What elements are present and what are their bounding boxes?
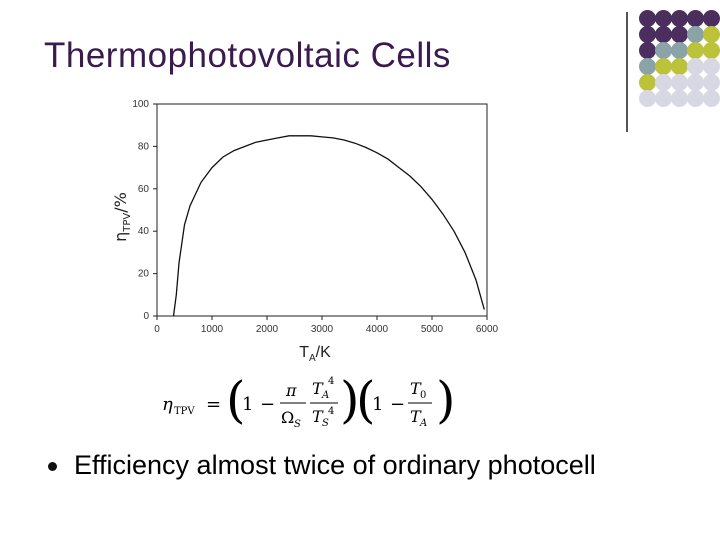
decorative-dot (703, 10, 720, 27)
formula-one-2: 1 (372, 394, 383, 415)
formula-ta: T (312, 379, 324, 398)
decorative-dot (703, 74, 720, 91)
y-tick-label: 80 (138, 141, 150, 152)
decorative-dot (655, 90, 672, 107)
decorative-dot (639, 58, 656, 75)
x-axis-label-sub: A (309, 353, 316, 362)
bullet-text: Efficiency almost twice of ordinary phot… (74, 450, 596, 480)
formula-ts: T (312, 407, 324, 426)
formula-omega-sub: S (294, 419, 301, 430)
formula-ts-sub: S (322, 418, 329, 429)
formula-eta-sub: TPV (174, 406, 195, 417)
efficiency-chart: 0 1000 2000 3000 4000 5000 6000 0 20 40 60 80 100 TA… (111, 99, 499, 362)
decorative-dot (687, 90, 704, 107)
decorative-dot (687, 74, 704, 91)
bullet-icon (48, 462, 57, 471)
formula-ta-sub: A (321, 390, 329, 401)
formula-paren-close-1: ) (340, 371, 360, 429)
formula-equals: = (206, 394, 221, 415)
decorative-dot (703, 90, 720, 107)
formula-paren-open-1: ( (226, 371, 246, 429)
decorative-dot (671, 42, 688, 59)
decorative-dot (703, 58, 720, 75)
plot-frame (156, 103, 488, 317)
decorative-dot (687, 58, 704, 75)
decorative-dot (671, 58, 688, 75)
decorative-dot (655, 26, 672, 43)
decorative-dot (639, 10, 656, 27)
x-axis-label-unit: /K (316, 344, 331, 361)
efficiency-formula: η TPV = ( 1 − π Ω S T A 4 T S 4 ) ( 1 − … (162, 371, 456, 430)
x-tick-label: 4000 (366, 324, 389, 335)
plot-area: 0 1000 2000 3000 4000 5000 6000 0 20 40 60 80 100 (132, 99, 498, 335)
formula-paren-open-2: ( (356, 371, 376, 429)
x-tick-label: 6000 (476, 324, 499, 335)
x-tick-label: 1000 (201, 324, 224, 335)
formula-omega: Ω (281, 408, 294, 427)
y-tick-label: 0 (143, 311, 149, 322)
formula-pi: π (285, 381, 297, 400)
decorative-dot (639, 26, 656, 43)
formula-ta2: T (410, 407, 422, 426)
y-axis-label-main: η (111, 232, 130, 242)
x-tick-label: 3000 (311, 324, 334, 335)
y-axis-label-sub: TPV (122, 213, 133, 233)
decorative-dot (639, 74, 656, 91)
decorative-dot (655, 10, 672, 27)
formula-one-1: 1 (242, 394, 253, 415)
formula-paren-close-2: ) (436, 371, 456, 429)
decorative-dot (671, 90, 688, 107)
decorative-dot (671, 10, 688, 27)
formula-t0: T (410, 379, 422, 398)
x-tick-label: 5000 (421, 324, 444, 335)
decorative-dot (639, 90, 656, 107)
decorative-dot (687, 10, 704, 27)
decorative-dot (703, 26, 720, 43)
formula-ta2-sub: A (419, 418, 427, 429)
decorative-dot (655, 42, 672, 59)
slide-title: Thermophotovoltaic Cells (44, 36, 451, 75)
formula-minus-2: − (390, 394, 405, 415)
x-tick-label: 0 (154, 324, 160, 335)
y-tick-label: 60 (138, 184, 150, 195)
formula-eta: η (162, 394, 173, 415)
y-tick-label: 20 (138, 269, 150, 280)
y-tick-label: 40 (138, 226, 150, 237)
efficiency-curve (172, 135, 485, 317)
formula-t0-sub: 0 (420, 390, 426, 401)
y-axis-label: ηTPV/% (111, 192, 133, 242)
decorative-dot (687, 42, 704, 59)
decorative-dot (671, 26, 688, 43)
svg-text:ηTPV/%: ηTPV/% (111, 192, 133, 242)
divider-line (626, 12, 628, 132)
decorative-dot (671, 74, 688, 91)
decorative-dot (639, 42, 656, 59)
formula-ts-pow: 4 (328, 406, 334, 417)
decorative-dot (655, 58, 672, 75)
decorative-dot (655, 74, 672, 91)
x-axis-label: TA/K (299, 344, 331, 362)
formula-ta-pow: 4 (328, 376, 334, 387)
x-tick-label: 2000 (256, 324, 279, 335)
decorative-dot (687, 26, 704, 43)
y-axis-label-unit: /% (111, 192, 130, 213)
x-axis-label-main: T (299, 344, 309, 361)
y-tick-label: 100 (132, 99, 149, 110)
formula-minus-1: − (260, 394, 275, 415)
decorative-dot (703, 42, 720, 59)
